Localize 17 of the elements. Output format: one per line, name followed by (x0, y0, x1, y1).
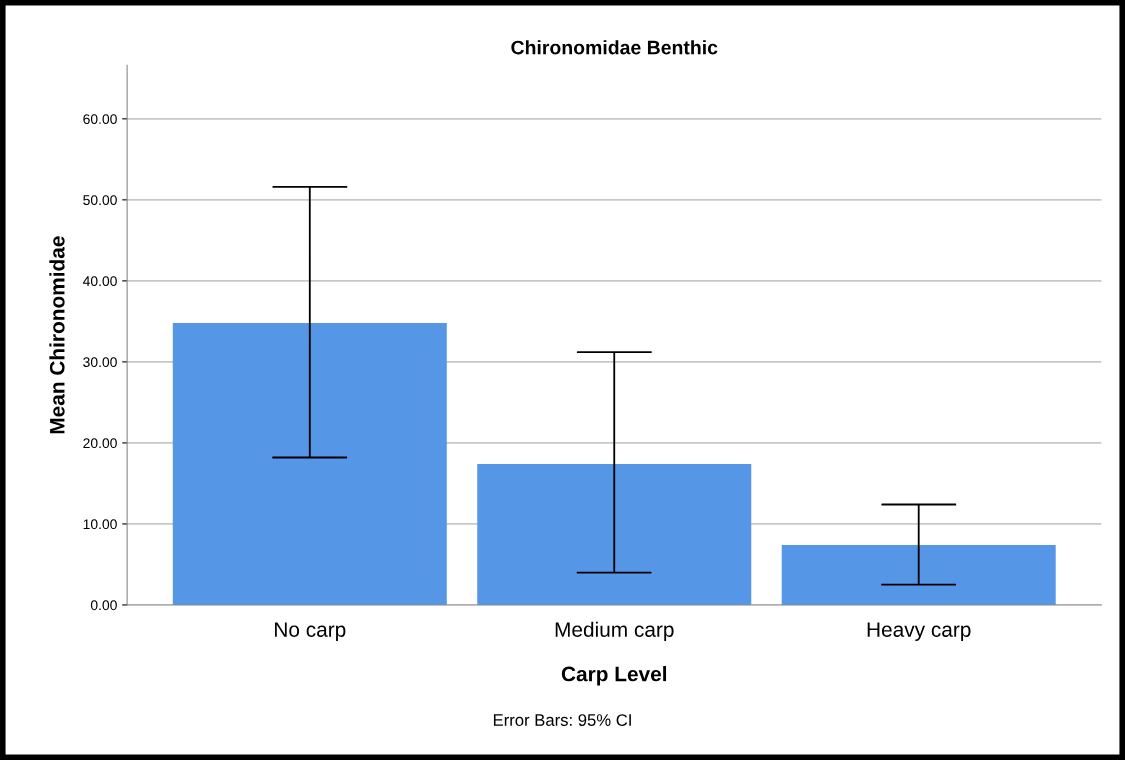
y-axis-title: Mean Chironomidae (49, 236, 65, 434)
x-axis-title: Carp Level (561, 666, 667, 686)
text: Error Bars: 95% CI (493, 714, 631, 726)
chart-title: Chironomidae Benthic (511, 40, 718, 55)
y-tick-label: 20.00 (83, 438, 117, 449)
y-tick-label: 40.00 (82, 276, 117, 287)
x-tick-label: Medium carp (555, 621, 674, 642)
x-tick-label: No carp (275, 622, 346, 642)
y-tick-label: 50.00 (83, 195, 117, 206)
bar (172, 323, 447, 605)
y-tick-label: 60.00 (83, 114, 117, 124)
y-tick-label: 30.00 (83, 357, 117, 368)
bar (781, 545, 1056, 605)
x-tick-label: Heavy carp (867, 622, 971, 642)
y-tick-label: 10.00 (83, 519, 117, 530)
y-tick-label: 0.00 (90, 600, 117, 611)
bar (477, 463, 752, 605)
